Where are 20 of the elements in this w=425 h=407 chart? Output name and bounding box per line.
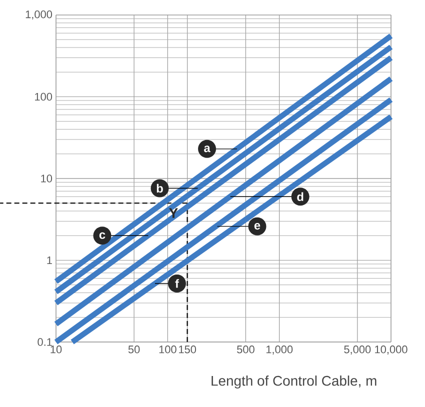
annotation: d <box>297 192 304 202</box>
x-tick-label: 1,000 <box>266 346 293 355</box>
x-tick-label: 10 <box>50 346 62 354</box>
annotation: c <box>99 232 106 239</box>
x-tick-label: 5,000 <box>344 346 371 355</box>
y-tick-label: 10 <box>41 174 52 182</box>
annotation: a <box>204 146 210 152</box>
y-tick-label: 1 <box>47 256 52 264</box>
x-tick-label: 10,000 <box>375 346 408 355</box>
annotation: b <box>156 184 163 193</box>
annotation: f <box>175 279 179 288</box>
x-tick-label: 150 <box>179 346 196 354</box>
x-axis-title: Length of Control Cable, m <box>212 376 376 389</box>
annotation: e <box>254 223 260 230</box>
y-tick-label: 1,000 <box>26 10 52 20</box>
y-tick-label: 0.1 <box>38 338 52 346</box>
y-tick-label: 100 <box>35 92 52 101</box>
x-tick-label: 500 <box>237 346 254 354</box>
x-tick-label: 100 <box>159 346 176 354</box>
x-tick-label: 50 <box>128 346 140 354</box>
